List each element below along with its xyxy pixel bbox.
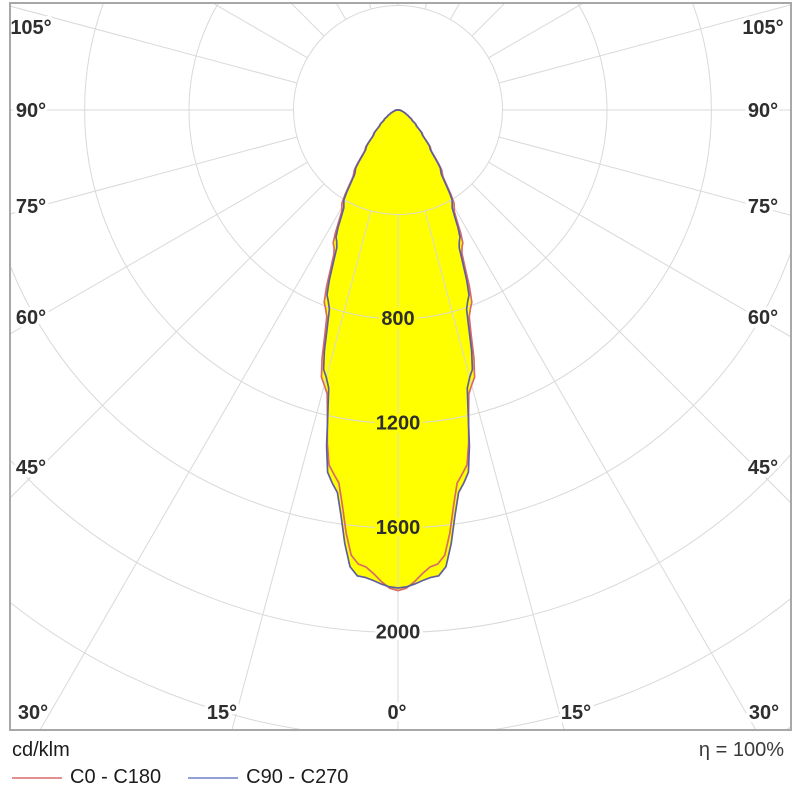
polar-chart: 800 1200 1600 2000 105° 105° 90° 90° 75° 75° 60° 60…	[7, 2, 792, 731]
legend: C0 - C180 C90 - C270	[12, 766, 784, 789]
polar-ray-300	[10, 161, 308, 335]
polar-grid	[10, 3, 791, 730]
polar-ray-285	[10, 136, 298, 215]
angle-label-left-60°: 60°	[16, 307, 46, 329]
polar-ray-165	[424, 3, 428, 10]
angle-label-right-45°: 45°	[748, 457, 778, 479]
unit-label: cd/klm	[12, 739, 70, 761]
footer-top-row: cd/klm η = 100%	[12, 739, 784, 762]
series-curve-1	[322, 109, 474, 589]
plot-area	[10, 3, 791, 730]
angle-label-bottom-3: 15°	[561, 702, 591, 724]
angle-label-right-105°: 105°	[742, 17, 783, 39]
legend-item-c90-c270: C90 - C270	[188, 766, 348, 789]
polar-ray-60	[488, 161, 791, 338]
angle-label-bottom-1: 15°	[207, 702, 237, 724]
angle-label-right-75°: 75°	[748, 196, 778, 218]
legend-label-c0-c180: C0 - C180	[70, 766, 162, 788]
angle-label-bottom-4: 30°	[749, 702, 779, 724]
angle-label-left-105°: 105°	[10, 17, 51, 39]
chart-footer: cd/klm η = 100% C0 - C180 C90 - C270	[12, 739, 784, 789]
angle-label-left-45°: 45°	[16, 457, 46, 479]
angle-label-right-60°: 60°	[748, 307, 778, 329]
ring-label-1600: 1600	[376, 517, 421, 539]
polar-ray-30	[449, 200, 757, 730]
polar-ray-330	[39, 200, 347, 730]
chart-labels: 800 1200 1600 2000 105° 105° 90° 90° 75° 75° 60° 60…	[7, 14, 787, 728]
legend-line-c90-icon	[188, 776, 239, 779]
plot-frame	[9, 2, 792, 731]
polar-ray-345	[231, 210, 372, 730]
legend-label-c90-c270: C90 - C270	[246, 766, 349, 788]
efficiency-label: η = 100%	[698, 739, 784, 761]
angle-label-left-75°: 75°	[16, 196, 46, 218]
legend-line-c0-icon	[12, 776, 62, 779]
angle-label-left-90°: 90°	[16, 100, 46, 122]
polar-ray-195	[368, 3, 372, 10]
angle-label-bottom-2: 0°	[387, 702, 406, 724]
angle-label-right-90°: 90°	[748, 100, 778, 122]
polar-ray-15	[424, 210, 565, 730]
polar-ray-75	[498, 136, 791, 216]
angle-label-bottom-0: 30°	[18, 702, 48, 724]
ring-label-800: 800	[381, 308, 414, 330]
polar-ray-45	[471, 183, 791, 504]
polar-ray-255	[10, 5, 298, 84]
ring-label-2000: 2000	[376, 621, 421, 643]
polar-ray-105	[498, 4, 791, 84]
ring-label-1200: 1200	[376, 412, 421, 434]
legend-item-c0-c180: C0 - C180	[12, 766, 161, 789]
polar-ray-315	[10, 183, 325, 499]
